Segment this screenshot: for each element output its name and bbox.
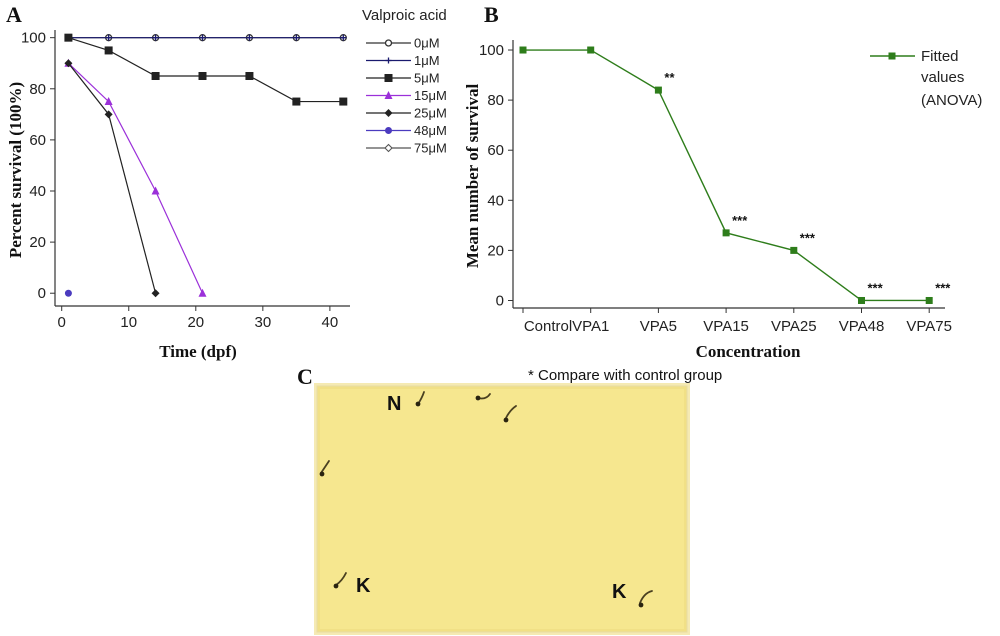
chart-b-x-tick-label: VPA48 (839, 318, 885, 335)
chart-a-data-point (104, 97, 113, 106)
chart-b-legend-line-1: Fitted (921, 48, 959, 65)
chart-a-x-tick-label: 20 (187, 314, 204, 331)
chart-a-legend-label: 75μM (414, 141, 447, 156)
microscopy-background (316, 385, 688, 633)
chart-b-y-tick-label: 80 (487, 92, 504, 109)
label-n: N (387, 393, 401, 415)
chart-a-data-point (245, 72, 254, 80)
chart-b-significance-label: *** (732, 213, 748, 228)
chart-b-data-point (654, 86, 662, 94)
chart-a-data-point (151, 72, 160, 80)
chart-a-data-point (64, 59, 73, 68)
survival-chart-b: 0 20 40 60 80 100 Control VPA1 VPA5 VPA15 VPA25 VP… (463, 40, 982, 361)
chart-b-x-tick-label: VPA75 (906, 318, 952, 335)
chart-a-y-tick-label: 40 (29, 183, 46, 200)
chart-a-legend: 0μM 1μM 5μM 15μM 25μM 48μM 75μM (366, 36, 447, 156)
chart-b-significance-label: *** (868, 280, 884, 295)
chart-b-series-line (523, 49, 930, 302)
chart-a-y-tick-label: 0 (38, 285, 46, 302)
chart-a-data-point (246, 34, 253, 41)
survival-chart-a: 0 20 40 60 80 100 0 10 20 30 40 Time (dpf) Percen… (6, 7, 447, 361)
chart-a-x-tick-label: 10 (120, 314, 137, 331)
chart-a-x-tick-label: 30 (254, 314, 271, 331)
chart-a-data-point (293, 34, 300, 41)
chart-a-legend-label: 1μM (414, 53, 440, 68)
chart-a-x-tick-label: 40 (322, 314, 339, 331)
chart-b-x-tick-label: VPA5 (640, 318, 677, 335)
chart-a-legend-marker (384, 91, 393, 99)
panel-letter-b: B (484, 2, 499, 27)
chart-a-data-point (64, 33, 73, 42)
chart-a-legend-marker (384, 109, 393, 117)
chart-b-x-tick-label: VPA1 (572, 318, 609, 335)
chart-b-y-axis-title: Mean number of survival (463, 84, 482, 269)
compare-note: * Compare with control group (528, 367, 722, 384)
chart-b-legend-line-2: values (921, 69, 964, 86)
chart-b-data-point (925, 296, 933, 304)
chart-a-data-point (340, 34, 347, 41)
chart-b-y-tick-label: 20 (487, 242, 504, 259)
chart-b-legend-line-3: (ANOVA) (921, 92, 982, 109)
chart-a-data-point (151, 289, 160, 298)
chart-a-legend-label: 48μM (414, 123, 447, 138)
chart-b-legend: Fitted values (ANOVA) (870, 48, 982, 109)
chart-a-x-axis-title: Time (dpf) (159, 342, 237, 361)
chart-b-significance-label: *** (935, 280, 951, 295)
chart-a-data-point (151, 186, 160, 195)
chart-b-data-point (519, 46, 527, 54)
chart-a-data-point (199, 34, 206, 41)
chart-a-legend-title: Valproic acid (362, 7, 447, 24)
chart-b-data-point (722, 229, 730, 237)
chart-a-x-tick-label: 0 (58, 314, 66, 331)
chart-b-x-axis-title: Concentration (696, 342, 801, 361)
chart-a-y-tick-label: 100 (21, 30, 46, 47)
chart-a-y-tick-label: 20 (29, 234, 46, 251)
chart-b-data-point (587, 46, 595, 54)
chart-a-data-point (105, 34, 112, 41)
chart-a-legend-marker (384, 74, 393, 82)
chart-a-series-line (67, 62, 204, 294)
chart-b-data-point (858, 296, 865, 304)
microscopy-image: N K K (314, 383, 690, 635)
label-k-left: K (356, 575, 371, 597)
panel-letter-c: C (297, 364, 313, 389)
chart-a-data-point (104, 46, 113, 55)
chart-b-data-point (790, 246, 798, 254)
label-k-right: K (612, 581, 627, 603)
chart-a-legend-marker (384, 39, 393, 47)
chart-b-y-tick-label: 60 (487, 142, 504, 159)
chart-a-y-axis-title: Percent survival (100%) (6, 82, 25, 258)
chart-a-legend-label: 0μM (414, 36, 440, 51)
chart-a-data-point (198, 72, 207, 80)
chart-b-legend-marker (888, 52, 896, 60)
chart-a-legend-label: 15μM (414, 88, 447, 103)
chart-a-data-point (292, 97, 301, 106)
chart-a-legend-label: 5μM (414, 71, 440, 86)
chart-b-x-tick-label: Control (524, 318, 572, 335)
chart-a-data-point (104, 110, 113, 119)
chart-a-data-point (152, 34, 159, 41)
chart-b-y-tick-label: 100 (479, 42, 504, 59)
chart-b-y-tick-label: 0 (496, 292, 504, 309)
chart-b-significance-label: ** (664, 70, 675, 85)
chart-a-y-tick-label: 60 (29, 132, 46, 149)
chart-a-legend-marker (385, 127, 392, 134)
chart-b-x-tick-label: VPA25 (771, 318, 817, 335)
microscopy-vignette (314, 383, 690, 635)
chart-a-data-point (339, 97, 348, 106)
panel-letter-a: A (6, 2, 22, 27)
chart-b-x-tick-label: VPA15 (703, 318, 749, 335)
chart-a-legend-label: 25μM (414, 106, 447, 121)
chart-b-y-tick-label: 40 (487, 192, 504, 209)
sperm-head (319, 395, 644, 608)
chart-a-data-point (64, 289, 72, 297)
chart-a-legend-marker (384, 143, 393, 153)
chart-a-legend-marker (385, 57, 392, 64)
chart-a-y-tick-label: 80 (29, 81, 46, 98)
chart-a-data-point (198, 288, 207, 297)
chart-a-series-line (67, 62, 157, 294)
chart-b-significance-label: *** (800, 230, 816, 245)
